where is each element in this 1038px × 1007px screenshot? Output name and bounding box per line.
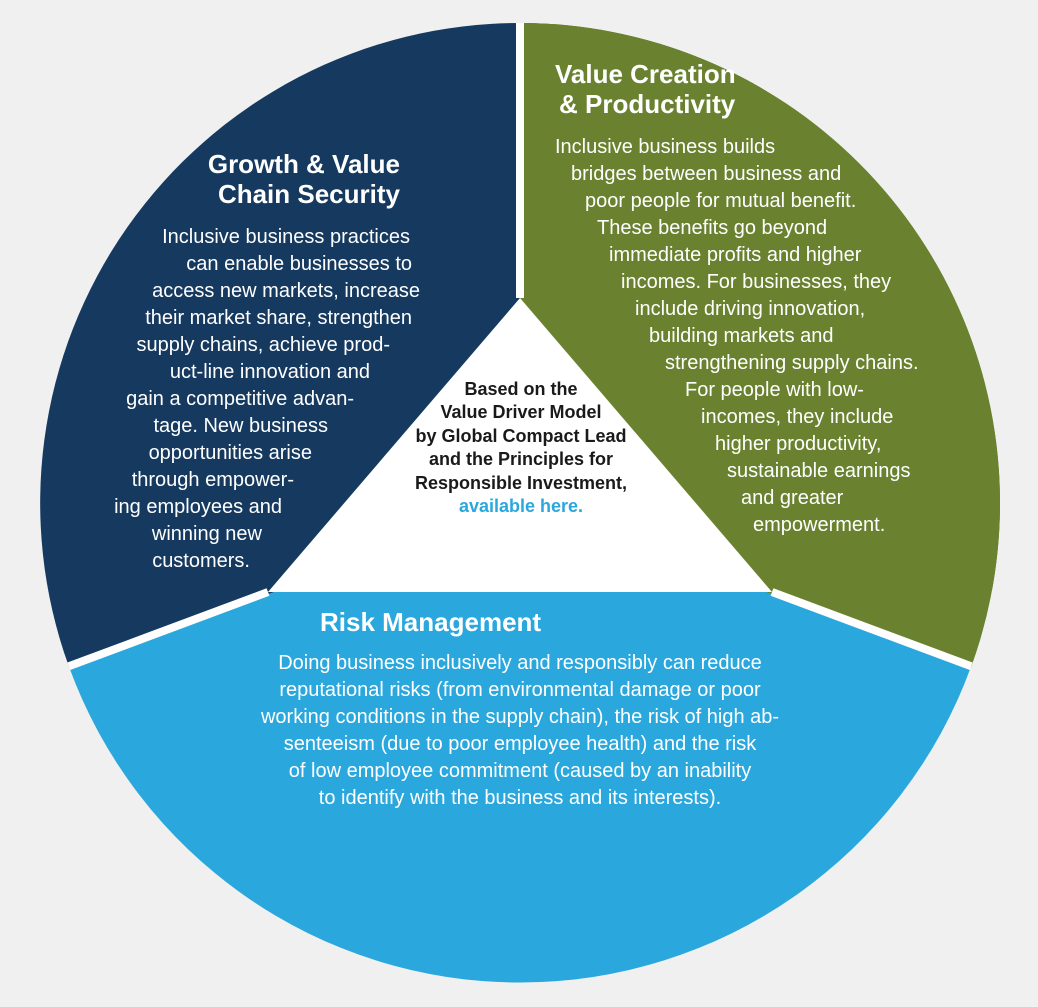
body-line: senteeism (due to poor employee health) … (170, 731, 870, 758)
body-line: to identify with the business and its in… (170, 785, 870, 812)
center-line: and the Principles for (395, 448, 647, 471)
body-line: These benefits go beyond (555, 215, 975, 242)
body-line: can enable businesses to (60, 251, 500, 278)
body-line: immediate profits and higher (555, 242, 975, 269)
title-line: Value Creation (555, 60, 975, 90)
center-line: by Global Compact Lead (395, 425, 647, 448)
body-line: include driving innovation, (555, 296, 975, 323)
body-line: customers. (60, 548, 500, 575)
growth-title: Growth & Value Chain Security (60, 150, 500, 210)
center-line: Based on the (395, 378, 647, 401)
body-line: poor people for mutual benefit. (555, 188, 975, 215)
body-line: supply chains, achieve prod- (60, 332, 500, 359)
body-line: Doing business inclusively and responsib… (170, 650, 870, 677)
body-line: Inclusive business builds (555, 134, 975, 161)
center-line: Value Driver Model (395, 401, 647, 424)
body-line: access new markets, increase (60, 278, 500, 305)
body-line: their market share, strengthen (60, 305, 500, 332)
body-line: building markets and (555, 323, 975, 350)
center-line: Responsible Investment, (395, 472, 647, 495)
center-link[interactable]: available here. (395, 495, 647, 518)
body-line: Inclusive business practices (60, 224, 500, 251)
body-line: bridges between business and (555, 161, 975, 188)
center-caption: Based on the Value Driver Model by Globa… (395, 378, 647, 518)
risk-title: Risk Management (170, 608, 870, 638)
body-line: incomes. For businesses, they (555, 269, 975, 296)
body-line: winning new (60, 521, 500, 548)
value-creation-title: Value Creation & Productivity (555, 60, 975, 120)
body-line: working conditions in the supply chain),… (170, 704, 870, 731)
segment-risk-text: Risk Management Doing business inclusive… (170, 608, 870, 812)
title-line: Chain Security (60, 180, 500, 210)
body-line: reputational risks (from environmental d… (170, 677, 870, 704)
title-line: & Productivity (555, 90, 975, 120)
body-line: strengthening supply chains. (555, 350, 975, 377)
body-line: of low employee commitment (caused by an… (170, 758, 870, 785)
risk-body: Doing business inclusively and responsib… (170, 650, 870, 812)
value-driver-diagram: Value Creation & Productivity Inclusive … (0, 0, 1038, 1007)
title-line: Risk Management (320, 608, 870, 638)
title-line: Growth & Value (60, 150, 500, 180)
